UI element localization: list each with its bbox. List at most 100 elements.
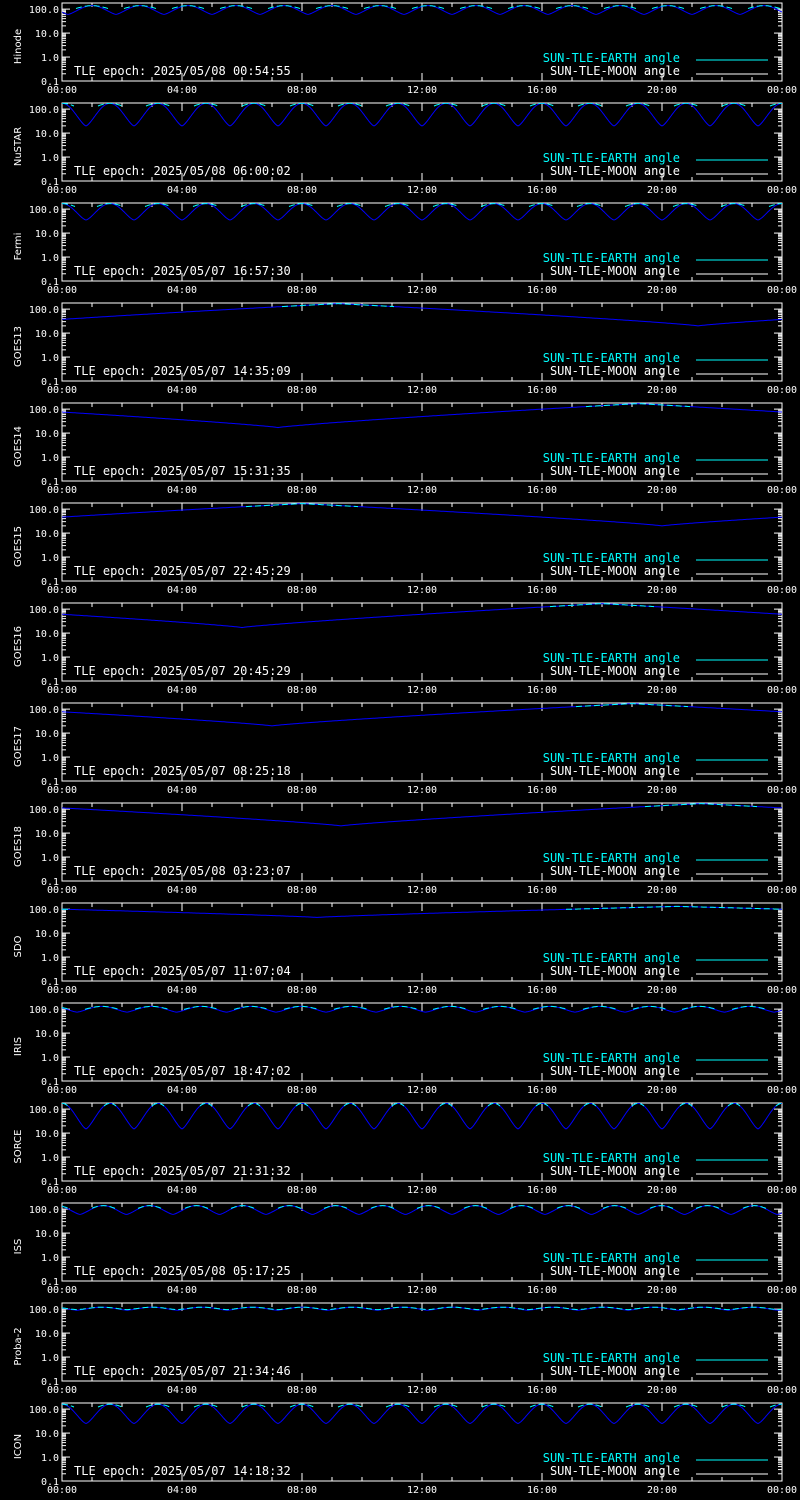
x-tick-label: 04:00 (167, 685, 197, 696)
x-tick-label: 12:00 (407, 985, 437, 996)
y-tick-label: 100.0 (29, 1405, 59, 1416)
legend-moon-label: SUN-TLE-MOON angle (550, 964, 680, 978)
y-tick-label: 100.0 (29, 505, 59, 516)
y-tick-label: 10.0 (35, 129, 59, 140)
tle-epoch: TLE epoch: 2025/05/07 11:07:04 (74, 964, 291, 978)
y-tick-label: 100.0 (29, 1305, 59, 1316)
x-tick-label: 00:00 (767, 1085, 797, 1096)
x-tick-label: 00:00 (47, 785, 77, 796)
x-tick-label: 08:00 (287, 1285, 317, 1296)
legend-earth-label: SUN-TLE-EARTH angle (543, 751, 680, 765)
y-tick-label: 100.0 (29, 105, 59, 116)
x-tick-label: 08:00 (287, 485, 317, 496)
legend-moon-label: SUN-TLE-MOON angle (550, 664, 680, 678)
sun-tle-earth-series (549, 603, 655, 608)
legend-moon-label: SUN-TLE-MOON angle (550, 1064, 680, 1078)
x-tick-label: 00:00 (767, 85, 797, 96)
y-tick-label: 10.0 (35, 229, 59, 240)
y-tick-label: 1.0 (41, 553, 59, 564)
y-tick-label: 0.1 (41, 1277, 59, 1288)
legend-earth-label: SUN-TLE-EARTH angle (543, 151, 680, 165)
panel-label: GOES18 (13, 826, 24, 867)
x-tick-label: 12:00 (407, 285, 437, 296)
y-tick-label: 0.1 (41, 877, 59, 888)
x-tick-label: 08:00 (287, 385, 317, 396)
x-tick-label: 16:00 (527, 1185, 557, 1196)
x-tick-label: 08:00 (287, 985, 317, 996)
x-tick-label: 12:00 (407, 1185, 437, 1196)
y-tick-label: 100.0 (29, 205, 59, 216)
x-tick-label: 08:00 (287, 1185, 317, 1196)
x-tick-label: 16:00 (527, 1385, 557, 1396)
tle-epoch: TLE epoch: 2025/05/07 14:35:09 (74, 364, 291, 378)
sun-tle-earth-series (62, 1403, 782, 1408)
y-tick-label: 100.0 (29, 405, 59, 416)
x-tick-label: 08:00 (287, 685, 317, 696)
legend-moon-label: SUN-TLE-MOON angle (550, 1164, 680, 1178)
legend-earth-label: SUN-TLE-EARTH angle (543, 951, 680, 965)
x-tick-label: 16:00 (527, 785, 557, 796)
x-tick-label: 04:00 (167, 785, 197, 796)
x-tick-label: 08:00 (287, 1485, 317, 1496)
x-tick-label: 20:00 (647, 285, 677, 296)
x-tick-label: 00:00 (47, 585, 77, 596)
x-tick-label: 16:00 (527, 1285, 557, 1296)
x-tick-label: 04:00 (167, 985, 197, 996)
x-tick-label: 04:00 (167, 385, 197, 396)
panel-label: GOES17 (13, 726, 24, 767)
y-tick-label: 1.0 (41, 153, 59, 164)
sun-tle-moon-series (62, 303, 782, 327)
y-tick-label: 0.1 (41, 77, 59, 88)
x-tick-label: 00:00 (47, 485, 77, 496)
x-tick-label: 00:00 (767, 485, 797, 496)
y-tick-label: 10.0 (35, 829, 59, 840)
panel-label: IRIS (13, 1037, 24, 1056)
y-tick-label: 100.0 (29, 305, 59, 316)
y-tick-label: 10.0 (35, 629, 59, 640)
x-tick-label: 16:00 (527, 185, 557, 196)
sun-tle-moon-series (62, 1103, 782, 1130)
legend-earth-label: SUN-TLE-EARTH angle (543, 451, 680, 465)
y-tick-label: 100.0 (29, 1105, 59, 1116)
x-tick-label: 20:00 (647, 885, 677, 896)
x-tick-label: 04:00 (167, 185, 197, 196)
x-tick-label: 00:00 (767, 585, 797, 596)
y-tick-label: 10.0 (35, 1229, 59, 1240)
panel-label: SORCE (13, 1130, 24, 1164)
x-tick-label: 00:00 (47, 885, 77, 896)
legend-moon-label: SUN-TLE-MOON angle (550, 364, 680, 378)
x-tick-label: 00:00 (47, 685, 77, 696)
y-tick-label: 0.1 (41, 977, 59, 988)
panel-label: SDO (13, 935, 24, 957)
x-tick-label: 04:00 (167, 1285, 197, 1296)
legend-earth-label: SUN-TLE-EARTH angle (543, 551, 680, 565)
x-tick-label: 00:00 (47, 85, 77, 96)
legend-moon-label: SUN-TLE-MOON angle (550, 1464, 680, 1478)
x-tick-label: 20:00 (647, 185, 677, 196)
y-tick-label: 1.0 (41, 853, 59, 864)
sun-tle-earth-series (644, 803, 758, 808)
legend-moon-label: SUN-TLE-MOON angle (550, 864, 680, 878)
x-tick-label: 12:00 (407, 885, 437, 896)
tle-epoch: TLE epoch: 2025/05/07 21:31:32 (74, 1164, 291, 1178)
panel-label: GOES13 (13, 326, 24, 367)
y-tick-label: 0.1 (41, 1177, 59, 1188)
tle-epoch: TLE epoch: 2025/05/07 08:25:18 (74, 764, 291, 778)
legend-earth-label: SUN-TLE-EARTH angle (543, 1451, 680, 1465)
y-tick-label: 100.0 (29, 1205, 59, 1216)
x-tick-label: 00:00 (47, 985, 77, 996)
legend-earth-label: SUN-TLE-EARTH angle (543, 251, 680, 265)
tle-epoch: TLE epoch: 2025/05/08 00:54:55 (74, 64, 291, 78)
y-tick-label: 10.0 (35, 729, 59, 740)
y-tick-label: 10.0 (35, 329, 59, 340)
x-tick-label: 16:00 (527, 1085, 557, 1096)
x-tick-label: 16:00 (527, 985, 557, 996)
x-tick-label: 16:00 (527, 685, 557, 696)
